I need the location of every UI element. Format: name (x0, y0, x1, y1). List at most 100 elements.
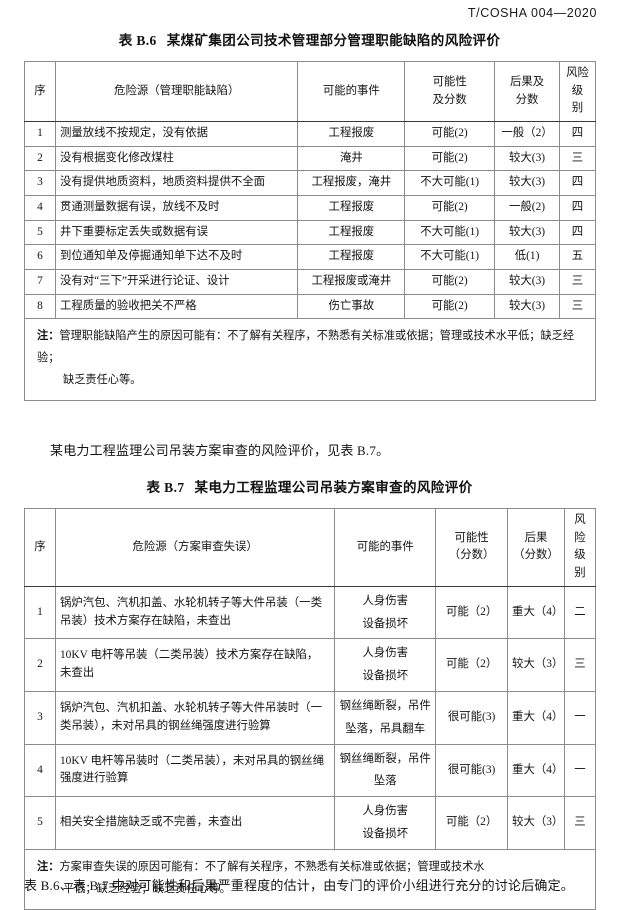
cell-event: 人身伤害 设备损坏 (334, 638, 437, 692)
paragraph-closing: 表 B.6、表 B.7 中对可能性和后果严重程度的估计，由专门的评价小组进行充分… (24, 878, 574, 893)
table-b7-note-row: 注：方案审查失误的原因可能有：不了解有关程序，不熟悉有关标准或依据；管理或技术水… (24, 848, 596, 910)
table-b6-header-idx: 序 (24, 60, 56, 123)
cell-event: 工程报废或淹井 (297, 269, 406, 295)
cell-probability: 很可能(3) (435, 690, 509, 745)
cell-index: 4 (24, 743, 56, 798)
cell-consequence: 一般（2） (494, 121, 560, 147)
cell-consequence: 较大(3) (494, 269, 560, 295)
table-b7-header-consequence: 后果 （分数） (507, 508, 565, 587)
cell-probability: 可能(2) (404, 195, 496, 221)
cell-risk-level: 四 (559, 170, 596, 197)
table-b7-header-source: 危险源（方案审查失误） (54, 508, 336, 587)
note-line-1: 方案审查失误的原因可能有：不了解有关程序，不熟悉有关标准或依据；管理或技术水 (59, 860, 485, 873)
cell-probability: 可能(2) (404, 121, 496, 147)
table-b7-header-probability: 可能性 （分数） (435, 508, 509, 587)
table-b6-note: 注：管理职能缺陷产生的原因可能有：不了解有关程序，不熟悉有关标准或依据；管理或技… (24, 318, 596, 401)
table-row: 1 测量放线不按规定，没有依据 工程报废 可能(2) 一般（2） 四 (24, 121, 596, 147)
cell-risk-level: 三 (559, 145, 596, 172)
cell-probability: 可能（2） (435, 585, 509, 640)
note-label: 注： (37, 330, 60, 343)
table-b6-header-probability: 可能性 及分数 (404, 60, 496, 123)
table-row: 3 没有提供地质资料，地质资料提供不全面 工程报废，淹井 不大可能(1) 较大(… (24, 170, 596, 197)
cell-index: 3 (24, 690, 56, 745)
cell-index: 8 (24, 293, 56, 320)
table-row: 2 没有根据变化修改煤柱 淹井 可能(2) 较大(3) 三 (24, 145, 596, 172)
cell-hazard: 没有对“三下”开采进行论证、设计 (54, 269, 299, 295)
cell-event: 工程报废 (297, 244, 406, 271)
cell-risk-level: 三 (559, 293, 596, 320)
cell-hazard: 到位通知单及停掘通知单下达不及时 (54, 244, 299, 271)
cell-event: 钢丝绳断裂，吊件 坠落 (334, 743, 437, 798)
cell-hazard: 锅炉汽包、汽机扣盖、水轮机转子等大件吊装（一类 吊装）技术方案存在缺陷，未查出 (54, 585, 336, 640)
cell-risk-level: 三 (563, 638, 597, 692)
cell-event: 伤亡事故 (297, 293, 406, 320)
cell-consequence: 低(1) (494, 244, 560, 271)
cell-consequence: 较大(3) (494, 145, 560, 172)
cell-probability: 很可能(3) (435, 743, 509, 798)
table-b7-caption-number: 表 B.7 (146, 480, 185, 495)
cell-index: 2 (24, 638, 56, 692)
cell-risk-level: 三 (563, 796, 597, 850)
cell-risk-level: 一 (563, 743, 597, 798)
cell-hazard: 相关安全措施缺乏或不完善，未查出 (54, 796, 336, 850)
note-line-2: 平低；缺乏经验；缺乏责任心等。 (63, 882, 231, 895)
table-b6-caption-text: 某煤矿集团公司技术管理部分管理职能缺陷的风险评价 (166, 33, 501, 48)
cell-consequence: 较大（3） (507, 638, 565, 692)
table-b7-header-idx: 序 (24, 508, 56, 587)
table-b6: 序 危险源（管理职能缺陷） 可能的事件 可能性 及分数 后果及 分数 (24, 60, 596, 401)
cell-event: 工程报废，淹井 (297, 170, 406, 197)
note-line-1: 管理职能缺陷产生的原因可能有：不了解有关程序，不熟悉有关标准或依据；管理或技术水… (37, 330, 575, 365)
cell-risk-level: 五 (559, 244, 596, 271)
cell-consequence: 较大（3） (507, 796, 565, 850)
cell-index: 1 (24, 121, 56, 147)
cell-hazard: 没有根据变化修改煤柱 (54, 145, 299, 172)
cell-index: 5 (24, 796, 56, 850)
cell-risk-level: 二 (563, 585, 597, 640)
table-b7-header-risk-level: 风险 级别 (563, 508, 597, 587)
table-b7-caption: 表 B.7 某电力工程监理公司吊装方案审查的风险评价 (0, 476, 619, 496)
table-b6-caption: 表 B.6 某煤矿集团公司技术管理部分管理职能缺陷的风险评价 (0, 29, 619, 49)
table-row: 1 锅炉汽包、汽机扣盖、水轮机转子等大件吊装（一类 吊装）技术方案存在缺陷，未查… (24, 585, 597, 640)
table-b7-container: 序 危险源（方案审查失误） 可能的事件 可能性 （分数） 后果 （分数） (24, 508, 597, 910)
cell-hazard: 锅炉汽包、汽机扣盖、水轮机转子等大件吊装时（一 类吊装），未对吊具的钢丝绳强度进… (54, 690, 336, 745)
cell-index: 1 (24, 585, 56, 640)
cell-event: 工程报废 (297, 219, 406, 246)
cell-probability: 可能(2) (404, 269, 496, 295)
cell-hazard: 贯通测量数据有误，放线不及时 (54, 195, 299, 221)
table-b7-header-row: 序 危险源（方案审查失误） 可能的事件 可能性 （分数） 后果 （分数） (24, 508, 597, 587)
cell-probability: 可能(2) (404, 293, 496, 320)
table-b6-header-event: 可能的事件 (297, 60, 406, 123)
cell-event: 人身伤害 设备损坏 (334, 796, 437, 850)
cell-risk-level: 四 (559, 195, 596, 221)
cell-risk-level: 四 (559, 121, 596, 147)
document-standard-header: T/COSHA 004—2020 (467, 6, 597, 20)
table-b6-container: 序 危险源（管理职能缺陷） 可能的事件 可能性 及分数 后果及 分数 (24, 60, 596, 401)
cell-consequence: 较大(3) (494, 170, 560, 197)
table-row: 4 贯通测量数据有误，放线不及时 工程报废 可能(2) 一般(2) 四 (24, 195, 596, 221)
note-label: 注： (37, 860, 60, 873)
cell-probability: 可能（2） (435, 638, 509, 692)
table-row: 4 10KV 电杆等吊装时（二类吊装），未对吊具的钢丝绳 强度进行验算 钢丝绳断… (24, 743, 597, 798)
cell-event: 工程报废 (297, 195, 406, 221)
table-row: 5 相关安全措施缺乏或不完善，未查出 人身伤害 设备损坏 可能（2） 较大（3）… (24, 796, 597, 850)
cell-hazard: 井下重要标定丢失或数据有误 (54, 219, 299, 246)
cell-probability: 可能(2) (404, 145, 496, 172)
cell-index: 7 (24, 269, 56, 295)
cell-index: 6 (24, 244, 56, 271)
table-b7-header-event: 可能的事件 (334, 508, 437, 587)
table-b6-header-risk-level: 风险级 别 (559, 60, 596, 123)
table-b6-note-row: 注：管理职能缺陷产生的原因可能有：不了解有关程序，不熟悉有关标准或依据；管理或技… (24, 318, 596, 401)
cell-index: 4 (24, 195, 56, 221)
cell-risk-level: 一 (563, 690, 597, 745)
cell-event: 钢丝绳断裂，吊件 坠落，吊具翻车 (334, 690, 437, 745)
cell-event: 人身伤害 设备损坏 (334, 585, 437, 640)
table-row: 8 工程质量的验收把关不严格 伤亡事故 可能(2) 较大(3) 三 (24, 293, 596, 320)
cell-hazard: 10KV 电杆等吊装时（二类吊装），未对吊具的钢丝绳 强度进行验算 (54, 743, 336, 798)
cell-hazard: 10KV 电杆等吊装（二类吊装）技术方案存在缺陷， 未查出 (54, 638, 336, 692)
table-row: 7 没有对“三下”开采进行论证、设计 工程报废或淹井 可能(2) 较大(3) 三 (24, 269, 596, 295)
table-b6-header-consequence: 后果及 分数 (494, 60, 560, 123)
cell-consequence: 重大（4） (507, 743, 565, 798)
paragraph-reference-b7: 某电力工程监理公司吊装方案审查的风险评价，见表 B.7。 (50, 443, 390, 458)
cell-index: 3 (24, 170, 56, 197)
